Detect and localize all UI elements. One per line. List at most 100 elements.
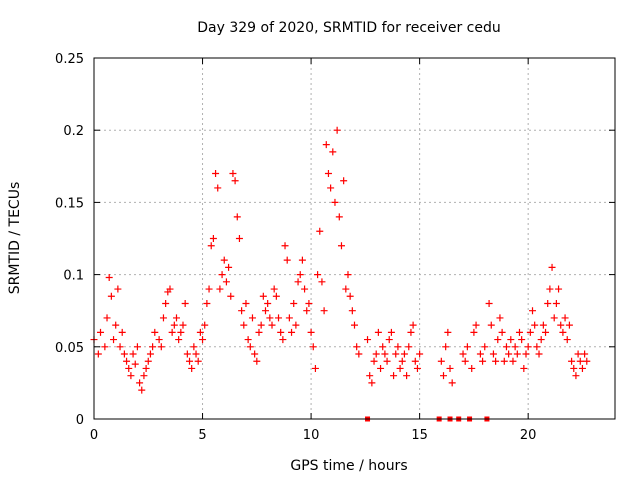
data-point (405, 343, 413, 351)
data-point (196, 328, 204, 336)
data-point (166, 285, 174, 293)
data-point (324, 170, 332, 178)
data-point (459, 350, 467, 358)
data-point (381, 350, 389, 358)
data-point (476, 350, 484, 358)
data-point (366, 372, 374, 380)
data-point (522, 350, 530, 358)
data-point (194, 357, 202, 365)
data-point (546, 285, 554, 293)
x-tick-label: 0 (90, 428, 98, 443)
data-point (563, 336, 571, 344)
data-point (559, 328, 567, 336)
data-point (387, 328, 395, 336)
data-point (448, 379, 456, 387)
data-point (333, 126, 341, 134)
data-point (181, 299, 189, 307)
data-point (220, 256, 228, 264)
y-tick-label: 0.05 (55, 341, 84, 356)
data-point (298, 256, 306, 264)
data-point (270, 285, 278, 293)
data-point (279, 336, 287, 344)
plot-area-frame (93, 57, 616, 420)
data-point (233, 213, 241, 221)
data-point (505, 350, 513, 358)
data-point (342, 285, 350, 293)
data-point (216, 285, 224, 293)
data-point (513, 350, 521, 358)
x-axis-label: GPS time / hours (290, 458, 407, 474)
x-tick-label: 10 (303, 428, 320, 443)
data-point (218, 271, 226, 279)
data-point (444, 328, 452, 336)
data-point (507, 336, 515, 344)
data-point (311, 364, 319, 372)
chart-title: Day 329 of 2020, SRMTID for receiver ced… (197, 20, 500, 36)
grid-lines (94, 58, 615, 419)
data-point (162, 299, 170, 307)
data-point (209, 235, 217, 242)
data-point (498, 328, 506, 336)
data-point (524, 343, 532, 351)
data-point (114, 285, 122, 293)
data-point (227, 292, 235, 300)
data-point (550, 314, 558, 322)
data-point (144, 357, 152, 365)
axis-ticks: 0 5 10 15 20 0 0.05 0.1 0.15 0.2 0.25 (55, 52, 615, 443)
data-point (413, 364, 421, 372)
data-point (281, 242, 289, 250)
data-point (472, 321, 480, 329)
data-point (531, 321, 539, 329)
data-point (305, 299, 313, 307)
data-point (316, 227, 324, 235)
data-point (207, 242, 215, 250)
data-point (94, 350, 102, 358)
data-point (283, 256, 291, 264)
data-point (253, 357, 261, 365)
data-point (242, 299, 250, 307)
data-point (159, 314, 167, 322)
data-points (90, 126, 591, 422)
data-point (199, 336, 207, 344)
data-point (407, 328, 415, 336)
data-point (225, 263, 233, 271)
data-point (290, 299, 298, 307)
data-point (246, 343, 254, 351)
data-point (398, 357, 406, 365)
data-point (192, 350, 200, 358)
y-tick-label: 0.25 (55, 52, 84, 67)
data-point (129, 350, 137, 358)
y-tick-label: 0.1 (63, 269, 84, 284)
data-point (303, 307, 311, 315)
data-point (331, 198, 339, 206)
data-point (142, 364, 150, 372)
data-point (353, 343, 361, 351)
data-point (301, 285, 309, 293)
data-point (116, 343, 124, 351)
data-point (440, 372, 448, 380)
data-point (581, 350, 589, 358)
data-point (183, 350, 191, 358)
data-point (157, 343, 165, 351)
data-point (146, 350, 154, 358)
data-point (470, 328, 478, 336)
data-point (544, 299, 552, 307)
data-point (542, 328, 550, 336)
data-point (479, 357, 487, 365)
data-point (552, 299, 560, 307)
data-point (101, 343, 109, 351)
data-point (255, 328, 263, 336)
data-point (179, 321, 187, 329)
data-point (329, 148, 337, 156)
data-point (348, 307, 356, 315)
data-point (463, 343, 471, 351)
data-point (294, 278, 302, 286)
data-point (277, 328, 285, 336)
data-point (468, 364, 476, 372)
data-point (155, 336, 163, 344)
data-point (446, 364, 454, 372)
data-point (411, 357, 419, 365)
data-point (307, 328, 315, 336)
data-point (394, 343, 402, 351)
